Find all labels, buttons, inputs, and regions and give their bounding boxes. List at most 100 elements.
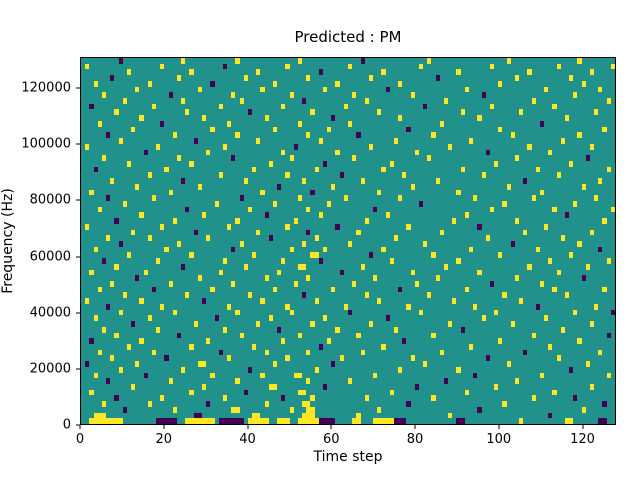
heatmap-cell [160,223,165,230]
heatmap-cell [548,258,553,264]
heatmap-cell [227,223,232,230]
heatmap-cell [218,269,223,276]
heatmap-cell [135,86,140,93]
heatmap-cell [268,160,273,167]
heatmap-cell [514,378,520,384]
heatmap-cell [348,378,353,384]
heatmap-cell [243,75,248,81]
y-tick-mark [76,199,80,201]
heatmap-cell [201,383,207,390]
y-tick-label: 120000 [21,80,71,96]
heatmap-cell [339,355,344,362]
heatmap-cell [477,269,482,276]
heatmap-cell [560,235,565,241]
heatmap-cell [260,372,265,379]
heatmap-cell [489,103,495,110]
heatmap-cell [268,235,273,241]
heatmap-cell [106,378,111,384]
heatmap-cell [577,58,582,64]
heatmap-cell [577,132,582,139]
heatmap-cell [364,98,369,104]
heatmap-cell [89,389,94,396]
heatmap-cell [126,69,132,76]
heatmap-cell [510,132,515,139]
heatmap-cell [477,115,482,121]
heatmap-cell [585,263,590,270]
heatmap-cell [285,172,290,179]
heatmap-cell [93,372,98,379]
heatmap-cell [322,315,328,322]
heatmap-cell [176,75,182,81]
heatmap-cell [402,338,407,344]
x-tick-mark [163,425,165,429]
heatmap-cell [293,143,298,150]
heatmap-cell [339,269,344,276]
heatmap-cell [335,149,340,156]
y-tick-label: 20000 [29,361,71,377]
heatmap-cell [210,372,215,379]
heatmap-cell [297,120,303,127]
heatmap-cell [268,383,278,390]
heatmap-cell [589,143,595,150]
heatmap-cell [106,235,111,241]
heatmap-cell [456,366,461,373]
y-tick-label: 40000 [29,305,71,321]
heatmap-cell [498,252,503,259]
heatmap-cell [514,155,520,161]
heatmap-cell [272,80,278,87]
heatmap-cell [281,258,286,264]
heatmap-cell [243,178,248,184]
heatmap-cell [481,92,486,99]
heatmap-cell [598,349,603,356]
heatmap-cell [210,126,215,133]
heatmap-cell [122,200,127,207]
heatmap-cell [310,395,315,402]
heatmap-cell [481,172,486,179]
heatmap-cell [460,326,465,333]
heatmap-cell [373,418,394,424]
heatmap-cell [406,401,411,407]
heatmap-cell [156,326,161,333]
heatmap-cell [448,143,453,150]
heatmap-cell [519,109,524,116]
heatmap-cell [139,338,144,344]
heatmap-cell [552,103,557,110]
heatmap-cell [581,406,586,413]
heatmap-cell [398,80,403,87]
heatmap-cell [589,69,595,76]
heatmap-cell [589,383,595,390]
heatmap-cell [143,372,148,379]
heatmap-cell [131,229,136,236]
heatmap-cell [277,269,282,276]
heatmap-cell [585,361,590,367]
heatmap-cell [377,109,382,116]
heatmap-cell [222,63,228,70]
heatmap-cell [456,189,461,196]
heatmap-cell [560,138,565,144]
heatmap-cell [398,366,403,373]
heatmap-cell [93,412,107,419]
heatmap-cell [548,343,553,350]
heatmap-cell [573,92,578,99]
heatmap-cell [264,212,269,219]
x-tick-label: 80 [406,432,424,447]
heatmap-cell [468,343,474,350]
heatmap-cell [147,172,152,179]
heatmap-cell [272,200,278,207]
heatmap-cell [418,309,424,316]
heatmap-cell [201,115,207,121]
heatmap-plot [80,57,616,425]
heatmap-cell [564,292,570,299]
heatmap-cell [310,189,315,196]
heatmap-cell [160,120,165,127]
heatmap-cell [389,258,394,264]
y-tick-label: 0 [62,417,71,433]
heatmap-cell [494,383,499,390]
heatmap-cell [252,252,257,259]
heatmap-cell [418,200,424,207]
heatmap-cell [235,58,240,64]
heatmap-cell [510,241,515,247]
heatmap-cell [410,92,415,99]
heatmap-cell [126,343,132,350]
